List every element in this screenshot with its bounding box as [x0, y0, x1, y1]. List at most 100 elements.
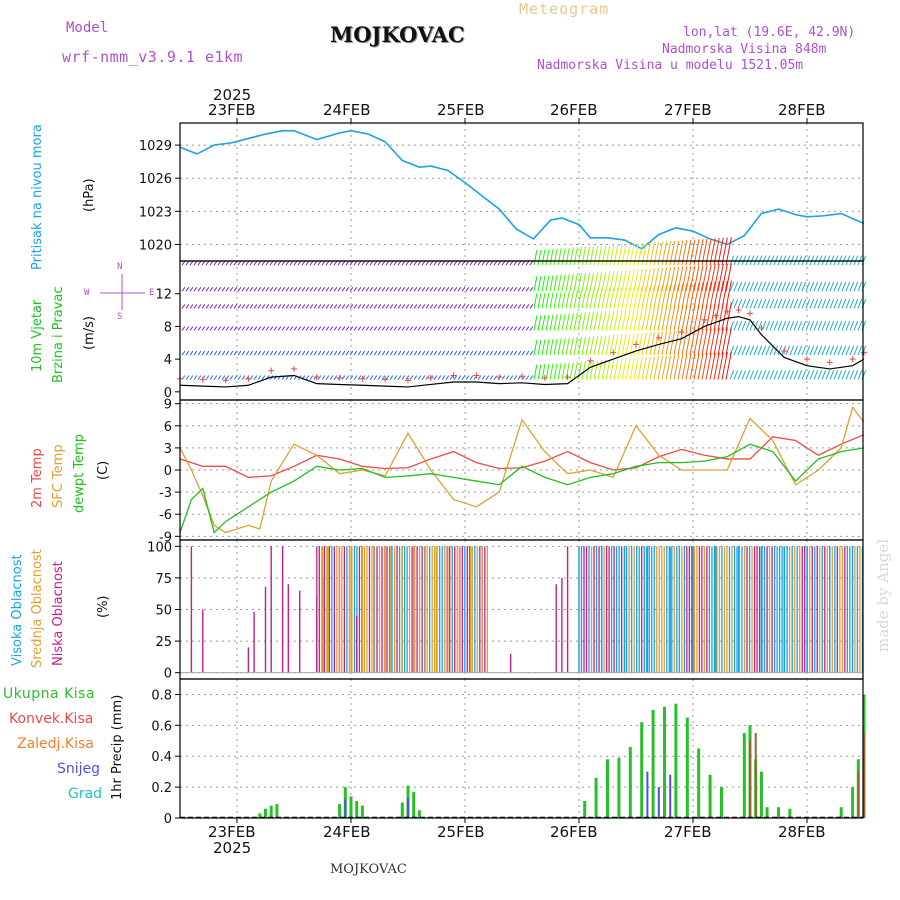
wind-barb [522, 304, 525, 308]
wind-barb [754, 299, 758, 308]
wind-barb [674, 306, 679, 330]
wind-barb [190, 376, 193, 380]
wind-barb [482, 287, 485, 291]
wind-barb [450, 287, 453, 291]
wind-barb [342, 261, 345, 265]
wind-barb [754, 346, 758, 355]
wind-barb [358, 327, 361, 331]
wind-gust-marker [268, 368, 274, 374]
wind-barb [386, 327, 389, 331]
wind-barb [802, 299, 806, 308]
wind-barb [574, 291, 577, 309]
wind-barb [510, 376, 513, 380]
wind-barb [822, 282, 826, 291]
wind-barb [290, 351, 293, 355]
wind-barb [222, 376, 225, 380]
wind-barb [438, 287, 441, 291]
wind-barb [794, 282, 798, 291]
wind-barb [538, 364, 541, 379]
wind-barb [810, 299, 814, 308]
wind-barb [858, 299, 862, 308]
wind-barb [214, 376, 217, 380]
wind-barb [254, 327, 257, 331]
wind-barb [374, 351, 377, 355]
wind-barb [442, 304, 445, 308]
wind-barb [802, 370, 806, 379]
wind-barb [510, 261, 513, 265]
wind-barb [466, 287, 469, 291]
wind-barb [330, 261, 333, 265]
wind-barb [842, 299, 846, 308]
wind-barb [426, 261, 429, 265]
wind-barb [534, 316, 537, 331]
wind-barb [590, 290, 594, 309]
elevation-label: Nadmorska Visina 848m [662, 42, 826, 57]
wind-barb [330, 287, 333, 291]
wind-barb [454, 327, 457, 331]
date-bottom-26: 26FEB [550, 823, 597, 841]
wind-barb [562, 338, 565, 355]
wind-barb [358, 261, 361, 265]
wind-barb [406, 351, 409, 355]
wind-barb [402, 376, 405, 380]
wind-barb [598, 336, 602, 355]
wind-barb [554, 249, 557, 265]
wind-gust-marker [736, 307, 742, 313]
wind-barb [442, 287, 445, 291]
total-rain-bar [412, 792, 415, 818]
wind-barb [470, 327, 473, 331]
wind-barb [826, 299, 830, 308]
wind-barb [326, 327, 329, 331]
wind-barb [190, 351, 193, 355]
total-rain-bar [697, 749, 700, 819]
wind-barb [746, 256, 750, 265]
wind-barb [222, 261, 225, 265]
wind-barb [854, 256, 858, 265]
wind-barb [606, 271, 610, 291]
wind-barb [258, 376, 261, 380]
wind-barb [478, 351, 481, 355]
wind-barb [230, 351, 233, 355]
wind-barb [242, 376, 245, 380]
wind-barb [242, 304, 245, 308]
wind-barb [574, 274, 577, 292]
wind-barb [822, 256, 826, 265]
wind-barb [250, 287, 253, 291]
wind-barb [294, 287, 297, 291]
date-top-27: 27FEB [664, 101, 711, 119]
wind-barb [470, 261, 473, 265]
wind-barb [690, 354, 695, 379]
wind-barb [234, 287, 237, 291]
wind-barb [470, 287, 473, 291]
wind-barb [494, 327, 497, 331]
wind-barb [390, 327, 393, 331]
precip-tick-label: 0.4 [151, 750, 172, 765]
wind-barb [578, 273, 581, 291]
wind-barb [298, 327, 301, 331]
wind-barb [470, 351, 473, 355]
wind-barb [474, 261, 477, 265]
wind-barb [282, 261, 285, 265]
wind-barb [418, 376, 421, 380]
wind-barb [338, 304, 341, 308]
wind-barb [434, 304, 437, 308]
wind-barb [322, 351, 325, 355]
wind-barb [250, 304, 253, 308]
total-rain-bar [355, 801, 358, 818]
wind-barb [486, 304, 489, 308]
wind-barb [598, 289, 602, 308]
wind-barb [734, 370, 738, 379]
wind-barb [742, 299, 746, 308]
wind-barb [838, 282, 842, 291]
wind-barb [518, 327, 521, 331]
wind-barb [786, 299, 790, 308]
total-rain-bar [264, 809, 267, 818]
wind-barb [778, 321, 782, 330]
wind-barb [586, 247, 590, 265]
watermark: made by Angel [874, 539, 892, 652]
wind-barb [854, 299, 858, 308]
wind-barb [790, 282, 794, 291]
wind-barb [366, 351, 369, 355]
wind-barb [762, 282, 766, 291]
wind-barb [798, 370, 802, 379]
